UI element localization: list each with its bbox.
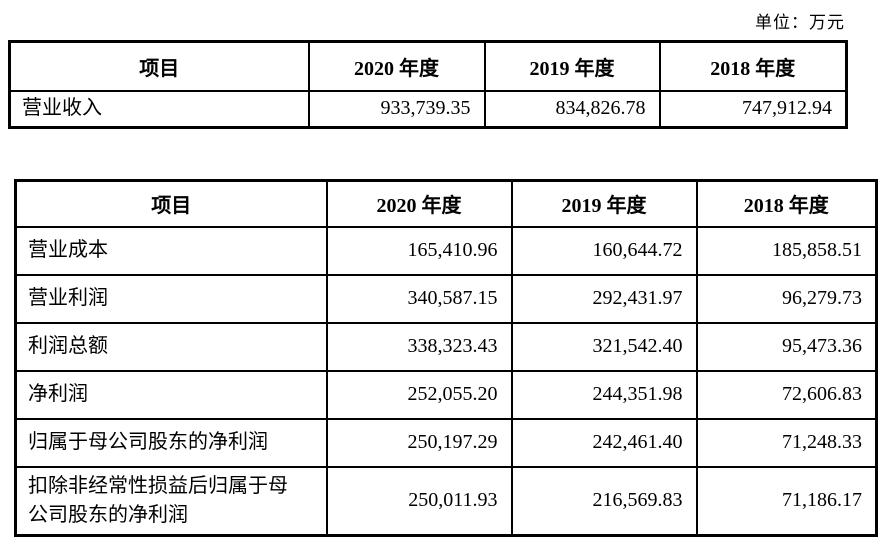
cell-value: 340,587.15 (325, 273, 513, 324)
column-header-2020: 2020 年度 (307, 40, 486, 92)
table-row: 营业成本 165,410.96 160,644.72 185,858.51 (14, 225, 878, 276)
table-row: 营业利润 340,587.15 292,431.97 96,279.73 (14, 273, 878, 324)
row-label: 利润总额 (14, 321, 328, 372)
table-row: 利润总额 338,323.43 321,542.40 95,473.36 (14, 321, 878, 372)
row-label: 扣除非经常性损益后归属于母公司股东的净利润 (14, 465, 328, 537)
cell-value: 95,473.36 (695, 321, 878, 372)
row-label: 营业收入 (8, 89, 310, 129)
cell-value: 71,186.17 (695, 465, 878, 537)
cell-value: 250,197.29 (325, 417, 513, 468)
cell-value: 321,542.40 (510, 321, 698, 372)
table-row: 净利润 252,055.20 244,351.98 72,606.83 (14, 369, 878, 420)
column-header-2018: 2018 年度 (695, 179, 878, 228)
cell-value: 185,858.51 (695, 225, 878, 276)
cell-value: 250,011.93 (325, 465, 513, 537)
cell-value: 933,739.35 (307, 89, 486, 129)
unit-label: 单位：万元 (755, 13, 845, 32)
row-label: 归属于母公司股东的净利润 (14, 417, 328, 468)
cell-value: 834,826.78 (483, 89, 661, 129)
cell-value: 252,055.20 (325, 369, 513, 420)
column-header-item: 项目 (8, 40, 310, 92)
row-label: 净利润 (14, 369, 328, 420)
column-header-2018: 2018 年度 (658, 40, 848, 92)
profit-table: 项目 2020 年度 2019 年度 2018 年度 营业成本 165,410.… (14, 179, 878, 537)
cell-value: 292,431.97 (510, 273, 698, 324)
cell-value: 242,461.40 (510, 417, 698, 468)
cell-value: 72,606.83 (695, 369, 878, 420)
table-row: 扣除非经常性损益后归属于母公司股东的净利润 250,011.93 216,569… (14, 465, 878, 537)
column-header-2019: 2019 年度 (510, 179, 698, 228)
cell-value: 71,248.33 (695, 417, 878, 468)
table-header-row: 项目 2020 年度 2019 年度 2018 年度 (14, 179, 878, 228)
cell-value: 160,644.72 (510, 225, 698, 276)
cell-value: 244,351.98 (510, 369, 698, 420)
table-header-row: 项目 2020 年度 2019 年度 2018 年度 (8, 40, 848, 92)
cell-value: 338,323.43 (325, 321, 513, 372)
cell-value: 747,912.94 (658, 89, 848, 129)
column-header-2019: 2019 年度 (483, 40, 661, 92)
cell-value: 96,279.73 (695, 273, 878, 324)
column-header-2020: 2020 年度 (325, 179, 513, 228)
cell-value: 216,569.83 (510, 465, 698, 537)
table-row: 营业收入 933,739.35 834,826.78 747,912.94 (8, 89, 848, 129)
row-label: 营业成本 (14, 225, 328, 276)
column-header-item: 项目 (14, 179, 328, 228)
row-label: 营业利润 (14, 273, 328, 324)
cell-value: 165,410.96 (325, 225, 513, 276)
revenue-table: 项目 2020 年度 2019 年度 2018 年度 营业收入 933,739.… (8, 40, 848, 129)
table-row: 归属于母公司股东的净利润 250,197.29 242,461.40 71,24… (14, 417, 878, 468)
